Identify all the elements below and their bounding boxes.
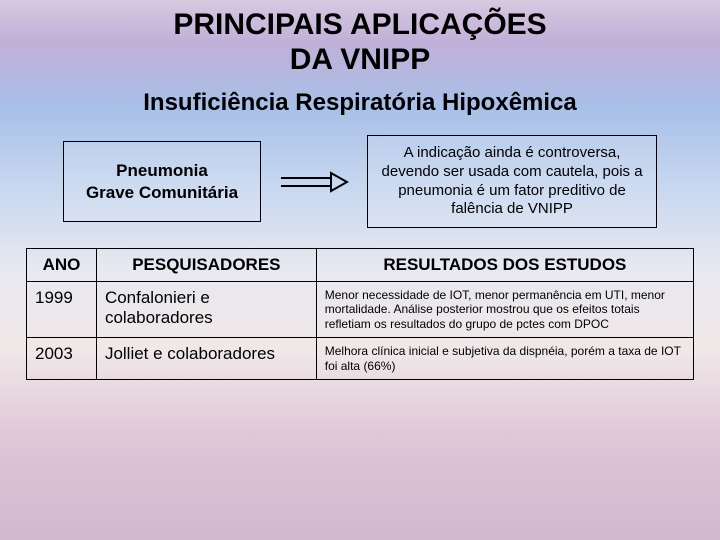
cell-resultados: Melhora clínica inicial e subjetiva da d… xyxy=(316,338,693,380)
col-header-resultados: RESULTADOS DOS ESTUDOS xyxy=(316,249,693,282)
col-header-ano: ANO xyxy=(27,249,97,282)
studies-table: ANO PESQUISADORES RESULTADOS DOS ESTUDOS… xyxy=(26,248,694,380)
left-concept-box: Pneumonia Grave Comunitária xyxy=(63,141,261,222)
cell-ano: 1999 xyxy=(27,282,97,338)
right-concept-box: A indicação ainda é controversa, devendo… xyxy=(367,135,657,228)
col-header-pesquisadores: PESQUISADORES xyxy=(96,249,316,282)
left-box-line1: Pneumonia xyxy=(116,161,208,180)
slide-title: PRINCIPAIS APLICAÇÕES DA VNIPP xyxy=(0,0,720,77)
slide-subtitle: Insuficiência Respiratória Hipoxêmica xyxy=(0,89,720,117)
table-row: 2003 Jolliet e colaboradores Melhora clí… xyxy=(27,338,694,380)
cell-pesquisadores: Confalonieri e colaboradores xyxy=(96,282,316,338)
title-line2: DA VNIPP xyxy=(290,43,431,76)
cell-resultados: Menor necessidade de IOT, menor permanên… xyxy=(316,282,693,338)
left-box-line2: Grave Comunitária xyxy=(86,183,238,202)
title-line1: PRINCIPAIS APLICAÇÕES xyxy=(173,8,546,41)
concept-row: Pneumonia Grave Comunitária A indicação … xyxy=(0,135,720,228)
cell-pesquisadores: Jolliet e colaboradores xyxy=(96,338,316,380)
arrow-icon xyxy=(279,171,349,193)
table-header-row: ANO PESQUISADORES RESULTADOS DOS ESTUDOS xyxy=(27,249,694,282)
cell-ano: 2003 xyxy=(27,338,97,380)
table-row: 1999 Confalonieri e colaboradores Menor … xyxy=(27,282,694,338)
